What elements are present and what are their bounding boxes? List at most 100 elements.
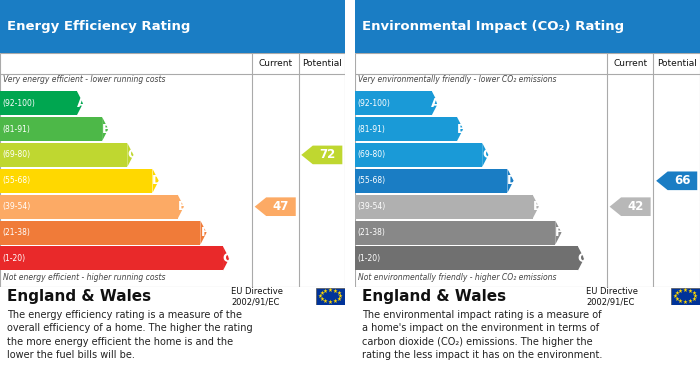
Text: (69-80): (69-80) (2, 151, 31, 160)
Text: ★: ★ (678, 289, 682, 294)
Text: 66: 66 (674, 174, 691, 187)
Text: ★: ★ (674, 297, 679, 302)
Text: (55-68): (55-68) (357, 176, 386, 185)
Polygon shape (223, 246, 229, 271)
Text: ★: ★ (678, 300, 682, 304)
Polygon shape (578, 246, 584, 271)
Polygon shape (301, 145, 342, 164)
Text: ★: ★ (319, 291, 324, 296)
Text: ★: ★ (693, 294, 698, 299)
Text: ★: ★ (328, 289, 333, 293)
Polygon shape (153, 169, 159, 193)
Bar (355, 117, 457, 141)
Polygon shape (77, 91, 83, 115)
Text: 72: 72 (319, 149, 336, 161)
Text: ★: ★ (688, 289, 693, 294)
Text: (55-68): (55-68) (2, 176, 31, 185)
Polygon shape (127, 143, 134, 167)
Text: ★: ★ (688, 300, 693, 304)
Text: (81-91): (81-91) (2, 124, 30, 133)
Text: (21-38): (21-38) (2, 228, 30, 237)
Text: ★: ★ (328, 300, 333, 305)
Text: The environmental impact rating is a measure of
a home's impact on the environme: The environmental impact rating is a mea… (362, 310, 602, 360)
Polygon shape (656, 172, 697, 190)
Text: EU Directive
2002/91/EC: EU Directive 2002/91/EC (586, 287, 638, 307)
Polygon shape (508, 169, 514, 193)
Text: EU Directive
2002/91/EC: EU Directive 2002/91/EC (231, 287, 284, 307)
Text: The energy efficiency rating is a measure of the
overall efficiency of a home. T: The energy efficiency rating is a measur… (7, 310, 253, 360)
Text: A: A (431, 97, 441, 109)
Bar (0, 143, 127, 167)
Text: (92-100): (92-100) (2, 99, 35, 108)
Text: C: C (127, 149, 136, 161)
Text: ★: ★ (692, 297, 696, 302)
Text: Very energy efficient - lower running costs: Very energy efficient - lower running co… (3, 75, 165, 84)
Text: (39-54): (39-54) (2, 202, 31, 211)
Text: F: F (200, 226, 209, 239)
Polygon shape (200, 221, 206, 245)
Text: England & Wales: England & Wales (362, 289, 506, 304)
Text: (81-91): (81-91) (357, 124, 385, 133)
Polygon shape (102, 117, 108, 141)
Text: ★: ★ (338, 294, 343, 299)
Bar (0, 169, 153, 193)
Text: Very environmentally friendly - lower CO₂ emissions: Very environmentally friendly - lower CO… (358, 75, 556, 84)
Text: ★: ★ (673, 294, 678, 299)
Text: Environmental Impact (CO₂) Rating: Environmental Impact (CO₂) Rating (362, 20, 624, 33)
Polygon shape (255, 197, 296, 216)
Bar (0, 221, 200, 245)
Text: (69-80): (69-80) (357, 151, 386, 160)
Bar (0, 91, 77, 115)
Polygon shape (178, 195, 184, 219)
Text: (21-38): (21-38) (357, 228, 385, 237)
Bar (0, 195, 178, 219)
Text: A: A (76, 97, 86, 109)
Text: ★: ★ (333, 289, 338, 294)
Text: (1-20): (1-20) (2, 254, 25, 263)
Text: D: D (152, 174, 162, 187)
Text: E: E (178, 200, 186, 213)
Text: C: C (482, 149, 491, 161)
Bar (355, 143, 482, 167)
Bar (355, 91, 432, 115)
Text: ★: ★ (323, 289, 328, 294)
Text: ★: ★ (318, 294, 323, 299)
Text: 42: 42 (628, 200, 644, 213)
Text: ★: ★ (683, 300, 688, 305)
Text: ★: ★ (319, 297, 324, 302)
Polygon shape (432, 91, 438, 115)
Bar (355, 246, 578, 271)
Text: Energy Efficiency Rating: Energy Efficiency Rating (7, 20, 190, 33)
Text: ★: ★ (337, 291, 342, 296)
Text: Current: Current (613, 59, 648, 68)
Text: (92-100): (92-100) (357, 99, 390, 108)
Bar (0, 246, 223, 271)
Text: D: D (507, 174, 517, 187)
Text: B: B (456, 122, 466, 136)
Polygon shape (533, 195, 539, 219)
Text: ★: ★ (323, 300, 328, 304)
Text: ★: ★ (683, 289, 688, 293)
Text: B: B (102, 122, 111, 136)
Text: ★: ★ (674, 291, 679, 296)
Text: Current: Current (258, 59, 293, 68)
Text: ★: ★ (337, 297, 342, 302)
Text: Not energy efficient - higher running costs: Not energy efficient - higher running co… (3, 273, 165, 282)
Text: Potential: Potential (657, 59, 696, 68)
Text: E: E (533, 200, 541, 213)
Text: Potential: Potential (302, 59, 342, 68)
Text: G: G (578, 252, 587, 265)
Text: F: F (555, 226, 564, 239)
Text: (39-54): (39-54) (357, 202, 386, 211)
Polygon shape (457, 117, 463, 141)
Bar (355, 221, 555, 245)
Text: (1-20): (1-20) (357, 254, 380, 263)
Bar (355, 169, 507, 193)
Polygon shape (482, 143, 489, 167)
Text: ★: ★ (333, 300, 338, 304)
Text: Not environmentally friendly - higher CO₂ emissions: Not environmentally friendly - higher CO… (358, 273, 556, 282)
Polygon shape (610, 197, 651, 216)
Polygon shape (555, 221, 561, 245)
Bar (0, 117, 102, 141)
Text: England & Wales: England & Wales (7, 289, 151, 304)
